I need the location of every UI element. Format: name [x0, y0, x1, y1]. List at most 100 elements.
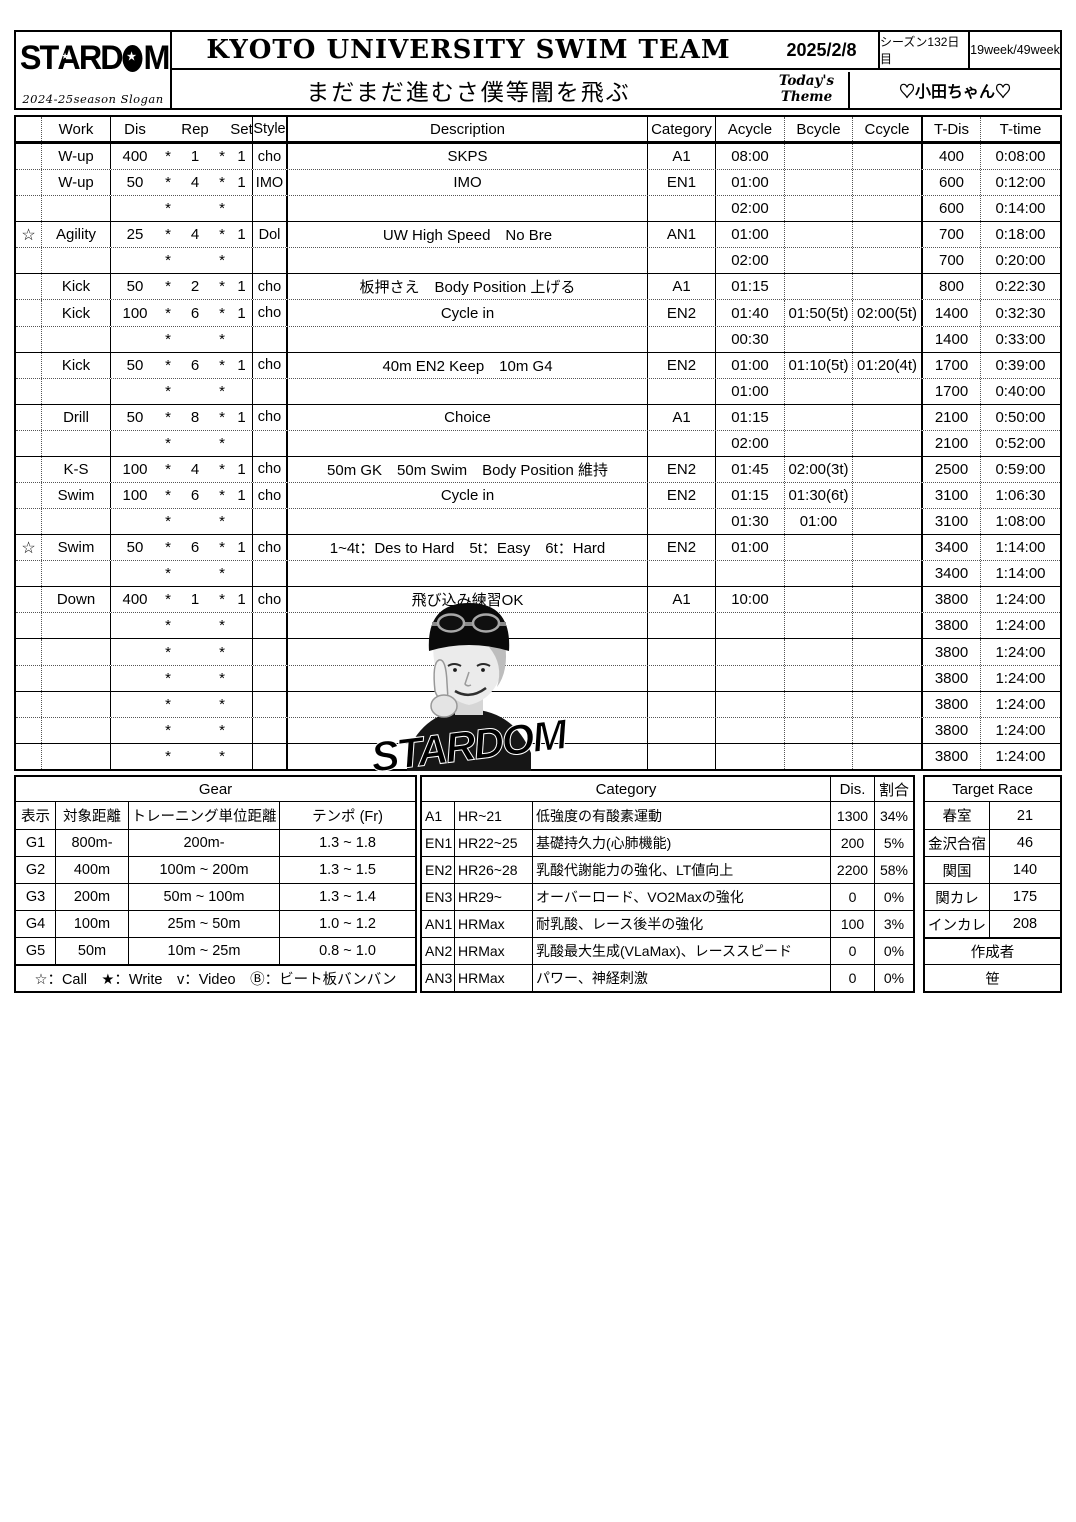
asterisk-separator: *	[219, 434, 225, 452]
target-race-cell: 金沢合宿	[925, 830, 990, 856]
logo-letter-m: M	[143, 39, 171, 77]
category-cell: 2200	[831, 857, 875, 883]
gear-cell: 1.3 ~ 1.5	[319, 862, 376, 878]
workout-row: K-S 100 * 4 * 1 cho 50m GK 50m Swim Body Positi…	[16, 455, 1060, 483]
category-cell: 200	[831, 830, 875, 856]
cell-b	[785, 691, 853, 717]
cell-a: 01:15	[716, 274, 785, 300]
category-cell: HRMax	[455, 965, 533, 991]
cell-tdis: 2500	[923, 456, 981, 483]
cell-set	[231, 639, 253, 665]
category-cell: 58%	[879, 862, 909, 878]
col-header-b: Bcycle	[785, 117, 853, 141]
asterisk-separator: *	[219, 643, 225, 661]
logo-star-icon: ★	[61, 51, 69, 61]
asterisk-separator: *	[165, 460, 171, 478]
cell-b	[785, 144, 853, 170]
category-cell: HRMax	[455, 938, 533, 964]
workout-row: Down 400 * 1 * 1 cho 飛び込み練習OK A1 10:00 3800 1:24:00	[16, 586, 1060, 613]
author-name: 笹	[925, 964, 1060, 991]
cell-dis	[111, 744, 159, 769]
practice-date: 2025/2/8	[765, 32, 880, 70]
asterisk-separator: *	[165, 487, 171, 505]
target-race-cell: 関国	[925, 857, 990, 883]
cell-tdis: 3800	[923, 639, 981, 665]
workout-row: * * 00:30 1400 0:33:00	[16, 325, 1060, 352]
cell-ttime: 0:52:00	[995, 434, 1046, 452]
cell-b	[785, 717, 853, 743]
category-cell: 基礎持久力(心肺機能)	[533, 830, 831, 856]
cell-ttime: 1:24:00	[995, 747, 1046, 765]
cell-dis	[111, 248, 159, 273]
cell-tdis: 600	[923, 196, 981, 222]
cell-c	[853, 717, 923, 743]
workout-row: * * 02:00 2100 0:52:00	[16, 429, 1060, 456]
category-cell: AN2	[422, 938, 455, 964]
cell-b	[785, 665, 853, 691]
gear-cell: 1.0 ~ 1.2	[319, 916, 376, 932]
cell-b: 01:50(5t)	[785, 300, 853, 326]
cell-a: 01:00	[716, 535, 785, 561]
cell-c	[853, 509, 923, 535]
cell-cat: EN2	[648, 535, 716, 561]
cell-ttime: 1:08:00	[995, 513, 1046, 531]
cell-cat: A1	[648, 587, 716, 613]
call-marker	[16, 509, 42, 535]
cell-desc: Cycle in	[288, 300, 648, 326]
call-marker	[16, 587, 42, 613]
category-row: A1 HR~21 低強度の有酸素運動 1300 34%	[422, 802, 913, 829]
cell-set	[231, 248, 253, 274]
col-header-s2	[213, 117, 231, 141]
cell-work	[42, 378, 111, 404]
cell-a: 00:30	[716, 326, 785, 352]
target-race-cell: 175	[1012, 889, 1038, 905]
target-race-table: Target Race 春室 21 金沢合宿 46 関国 140 関カレ 175 インカレ 208…	[923, 775, 1062, 993]
asterisk-separator: *	[165, 382, 171, 400]
category-cell: 1300	[831, 802, 875, 829]
cell-work	[42, 430, 111, 456]
cell-set	[231, 743, 253, 769]
cell-dis	[111, 692, 159, 717]
col-header-desc: Description	[288, 117, 648, 141]
cell-desc: 飛び込み練習OK	[288, 587, 648, 613]
cell-rep: 6	[190, 356, 200, 374]
cell-ttime: 1:24:00	[995, 591, 1046, 609]
cell-desc: 1~4t：Des to Hard 5t：Easy 6t：Hard	[288, 535, 648, 561]
target-race-cell: 21	[1016, 807, 1034, 824]
cell-tdis: 3800	[923, 665, 981, 691]
workout-row: Kick 50 * 2 * 1 cho 板押さえ Body Position 上げる A1 01:…	[16, 273, 1060, 300]
asterisk-separator: *	[219, 148, 225, 166]
cell-work	[42, 613, 111, 639]
cell-dis: 400	[122, 148, 148, 166]
workout-table-header: Work Dis Rep Set Style Description Category Acy…	[16, 117, 1060, 143]
cell-c	[853, 535, 923, 561]
cell-a: 01:30	[716, 509, 785, 535]
cell-ttime: 0:18:00	[995, 226, 1046, 244]
cell-rep	[177, 327, 213, 352]
cell-c	[853, 483, 923, 509]
cell-work	[42, 509, 111, 535]
call-marker	[16, 352, 42, 378]
asterisk-separator: *	[165, 304, 171, 322]
cell-ttime: 1:24:00	[995, 617, 1046, 635]
col-header-ttime: T-time	[999, 120, 1042, 138]
cell-work	[42, 743, 111, 769]
cell-a: 01:00	[716, 170, 785, 196]
cell-set	[231, 378, 253, 404]
cell-cat	[648, 691, 716, 717]
cell-a: 10:00	[716, 587, 785, 613]
cell-tdis: 400	[923, 144, 981, 170]
target-race-row: 関カレ 175	[925, 883, 1060, 910]
asterisk-separator: *	[165, 408, 171, 426]
cell-desc: 40m EN2 Keep 10m G4	[288, 352, 648, 378]
asterisk-separator: *	[165, 252, 171, 270]
asterisk-separator: *	[219, 226, 225, 244]
gear-cell: G2	[16, 857, 56, 883]
cell-style	[253, 326, 288, 352]
category-cell: 乳酸代謝能力の強化、LT値向上	[533, 857, 831, 883]
cell-rep: 6	[190, 487, 200, 505]
workout-row: * * 3800 1:24:00	[16, 690, 1060, 717]
call-marker	[16, 404, 42, 430]
cell-ttime: 0:12:00	[995, 174, 1046, 192]
